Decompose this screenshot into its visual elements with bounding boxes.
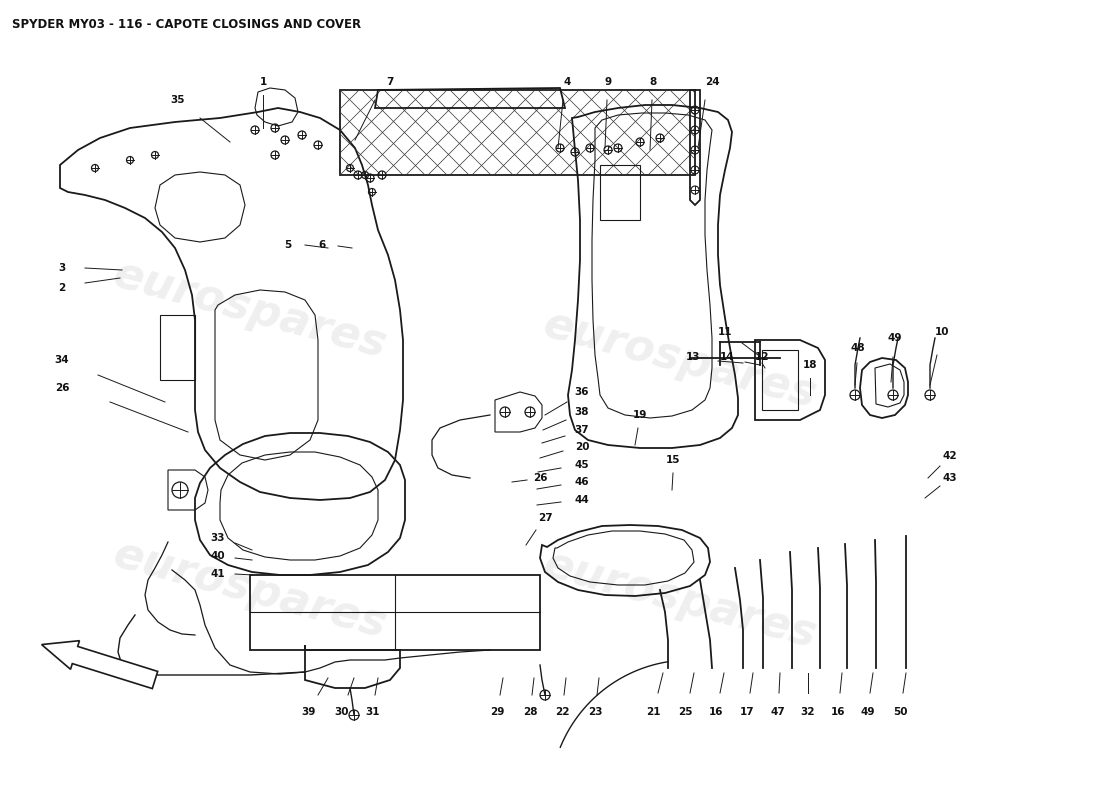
Text: 50: 50 — [893, 707, 907, 717]
Text: 12: 12 — [755, 352, 769, 362]
Text: 31: 31 — [365, 707, 381, 717]
Text: 32: 32 — [801, 707, 815, 717]
Text: 27: 27 — [538, 513, 552, 523]
Text: 43: 43 — [943, 473, 957, 483]
Text: 18: 18 — [803, 360, 817, 370]
Text: 23: 23 — [587, 707, 603, 717]
Text: 47: 47 — [771, 707, 785, 717]
Text: 11: 11 — [717, 327, 733, 337]
Text: 30: 30 — [334, 707, 350, 717]
Text: 39: 39 — [300, 707, 316, 717]
Text: 49: 49 — [888, 333, 902, 343]
Text: 7: 7 — [386, 77, 394, 87]
Text: 22: 22 — [554, 707, 570, 717]
Text: eurospares: eurospares — [539, 543, 822, 657]
Text: 9: 9 — [604, 77, 612, 87]
Text: 38: 38 — [574, 407, 590, 417]
Text: 5: 5 — [285, 240, 292, 250]
Text: 1: 1 — [260, 77, 266, 87]
Text: 14: 14 — [719, 352, 735, 362]
Text: 20: 20 — [574, 442, 590, 452]
Text: 45: 45 — [574, 460, 590, 470]
Text: 16: 16 — [708, 707, 724, 717]
Text: SPYDER MY03 - 116 - CAPOTE CLOSINGS AND COVER: SPYDER MY03 - 116 - CAPOTE CLOSINGS AND … — [12, 18, 361, 31]
Text: 8: 8 — [649, 77, 657, 87]
Text: 19: 19 — [632, 410, 647, 420]
Text: 37: 37 — [574, 425, 590, 435]
Text: 17: 17 — [739, 707, 755, 717]
Text: 21: 21 — [646, 707, 660, 717]
Text: 34: 34 — [55, 355, 69, 365]
Text: 26: 26 — [55, 383, 69, 393]
Text: 2: 2 — [58, 283, 66, 293]
Text: 26: 26 — [532, 473, 548, 483]
Text: 15: 15 — [666, 455, 680, 465]
Text: 16: 16 — [830, 707, 845, 717]
Text: 41: 41 — [211, 569, 226, 579]
Text: 33: 33 — [211, 533, 226, 543]
Text: 44: 44 — [574, 495, 590, 505]
Text: 4: 4 — [563, 77, 571, 87]
Text: 24: 24 — [705, 77, 719, 87]
Text: eurospares: eurospares — [109, 533, 392, 647]
Text: 25: 25 — [678, 707, 692, 717]
Text: 3: 3 — [58, 263, 66, 273]
Text: 36: 36 — [574, 387, 590, 397]
Text: 46: 46 — [574, 477, 590, 487]
Text: 49: 49 — [860, 707, 876, 717]
Text: 42: 42 — [943, 451, 957, 461]
Text: 48: 48 — [850, 343, 866, 353]
Text: 35: 35 — [170, 95, 185, 105]
Text: 29: 29 — [490, 707, 504, 717]
Text: eurospares: eurospares — [539, 303, 822, 417]
Text: 13: 13 — [685, 352, 701, 362]
Text: 40: 40 — [211, 551, 226, 561]
Text: 6: 6 — [318, 240, 326, 250]
FancyArrow shape — [42, 641, 157, 689]
Text: eurospares: eurospares — [109, 253, 392, 367]
Text: 10: 10 — [935, 327, 949, 337]
Text: 28: 28 — [522, 707, 537, 717]
